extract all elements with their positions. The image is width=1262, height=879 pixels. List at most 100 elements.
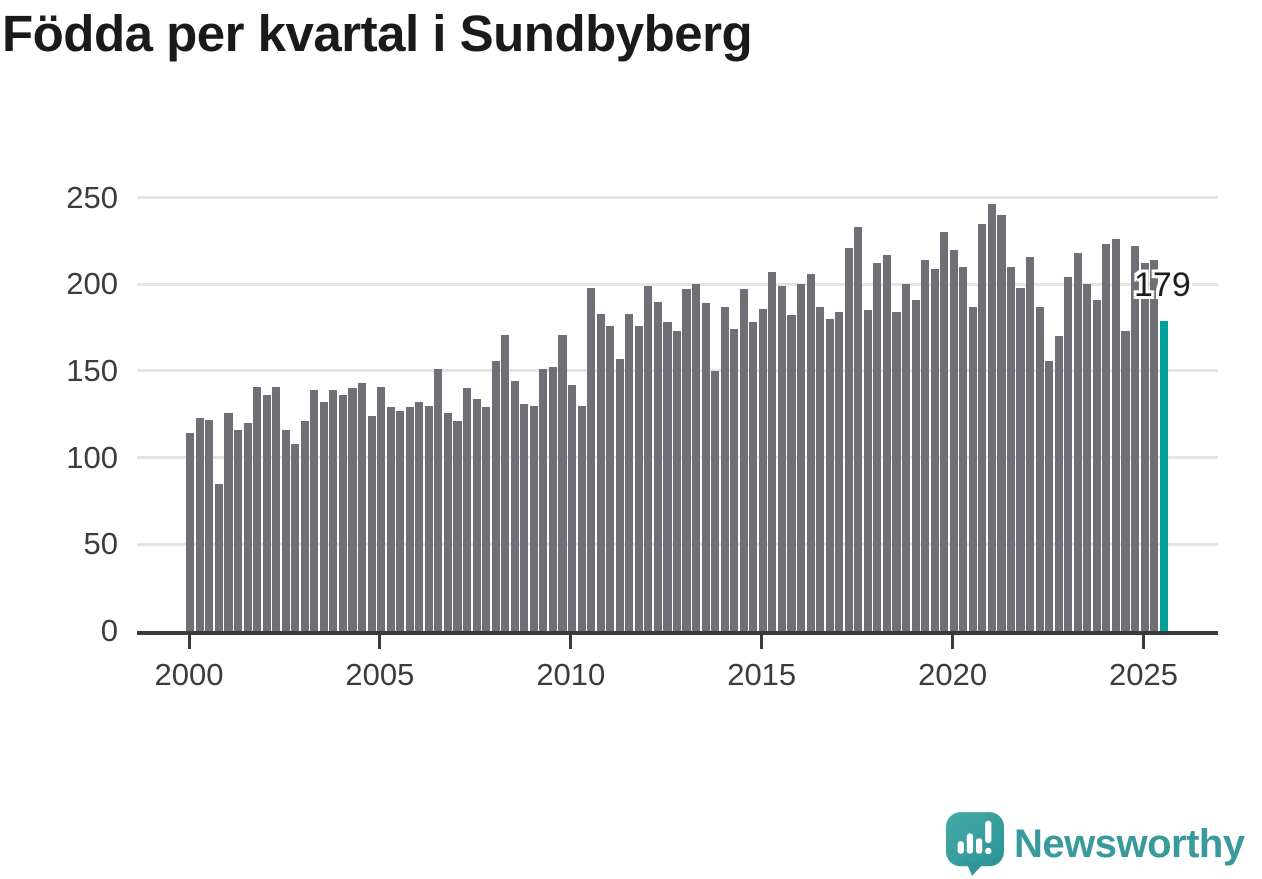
bar [472, 398, 481, 631]
bar-latest-quarter [1159, 320, 1168, 631]
bar [634, 325, 643, 631]
bar [195, 417, 204, 631]
y-tick-label: 250 [66, 179, 118, 215]
bar [940, 232, 949, 631]
bar [300, 421, 309, 631]
bar [453, 421, 462, 631]
bar [701, 303, 710, 631]
bar [386, 407, 395, 631]
bar [443, 412, 453, 631]
bar [806, 273, 815, 631]
bar [987, 204, 996, 631]
bar [1006, 266, 1016, 631]
bar [863, 310, 872, 631]
bar [338, 395, 348, 631]
bar [768, 272, 777, 631]
branding-footer: Newsworthy [946, 812, 1245, 876]
bar [205, 419, 214, 631]
bar [1150, 259, 1159, 631]
bar [377, 386, 386, 631]
bar [854, 227, 863, 631]
bar [1064, 277, 1073, 631]
last-value-annotation: 179 [1134, 266, 1191, 304]
bar [520, 403, 529, 631]
bar [587, 287, 596, 631]
bar [224, 412, 233, 631]
bar [968, 306, 977, 631]
bar [644, 285, 653, 631]
bar [1140, 263, 1149, 631]
bar [930, 268, 939, 631]
x-tick-label: 2015 [727, 657, 797, 692]
bar [825, 318, 834, 631]
logo-text: Newsworthy [1014, 821, 1245, 866]
bar [1102, 244, 1111, 631]
bar [291, 443, 300, 631]
x-axis-line [137, 631, 1218, 635]
bar [1083, 284, 1092, 631]
bar [396, 410, 405, 631]
bar [921, 259, 930, 631]
bar [482, 407, 491, 631]
bar [816, 306, 825, 631]
bar [214, 483, 223, 631]
bar [253, 386, 262, 631]
bar [777, 285, 787, 631]
bar [548, 367, 557, 631]
bar [730, 329, 739, 631]
bar [567, 384, 577, 631]
bar [1045, 360, 1054, 631]
y-tick-label: 100 [66, 439, 118, 475]
bar [978, 223, 987, 631]
bar [348, 388, 357, 631]
bar [672, 331, 682, 631]
bar [1026, 256, 1035, 631]
x-tick [569, 635, 573, 649]
bar [959, 266, 968, 631]
bar [692, 284, 701, 631]
bar [272, 386, 281, 631]
bar [1131, 246, 1140, 631]
y-tick-label: 50 [83, 526, 118, 562]
bar [844, 247, 853, 631]
x-tick [1142, 635, 1145, 649]
bar [424, 405, 433, 631]
bar [797, 284, 806, 631]
bar [1073, 253, 1082, 631]
bar [491, 360, 500, 631]
newsworthy-logo-icon [946, 812, 1004, 876]
bar [997, 214, 1006, 631]
bar [606, 325, 615, 631]
bar [1016, 287, 1025, 631]
bar [415, 402, 424, 631]
y-tick-label: 0 [100, 613, 118, 648]
bar [596, 313, 605, 631]
x-tick-label: 2010 [536, 657, 606, 692]
bar [462, 388, 472, 631]
y-tick-label: 150 [66, 352, 118, 388]
bar [310, 390, 319, 631]
bar [625, 313, 634, 631]
bar [1121, 331, 1130, 631]
bar [663, 322, 672, 631]
bar [682, 289, 691, 631]
bar [529, 405, 538, 631]
bar [1054, 336, 1063, 631]
bar [539, 369, 548, 631]
gridline-200 [137, 282, 1218, 286]
x-tick [187, 635, 191, 649]
x-tick [378, 635, 382, 649]
bar [720, 306, 729, 631]
bar [873, 263, 882, 631]
plot-area [137, 150, 1218, 631]
bar [911, 299, 920, 631]
bar [749, 322, 758, 631]
x-tick-label: 2005 [345, 657, 415, 692]
x-tick-label: 2000 [154, 657, 224, 692]
x-tick-label: 2020 [918, 657, 988, 692]
bar [558, 334, 567, 631]
x-tick-label: 2025 [1109, 657, 1178, 692]
gridline-250 [137, 196, 1218, 199]
bar [243, 422, 252, 631]
